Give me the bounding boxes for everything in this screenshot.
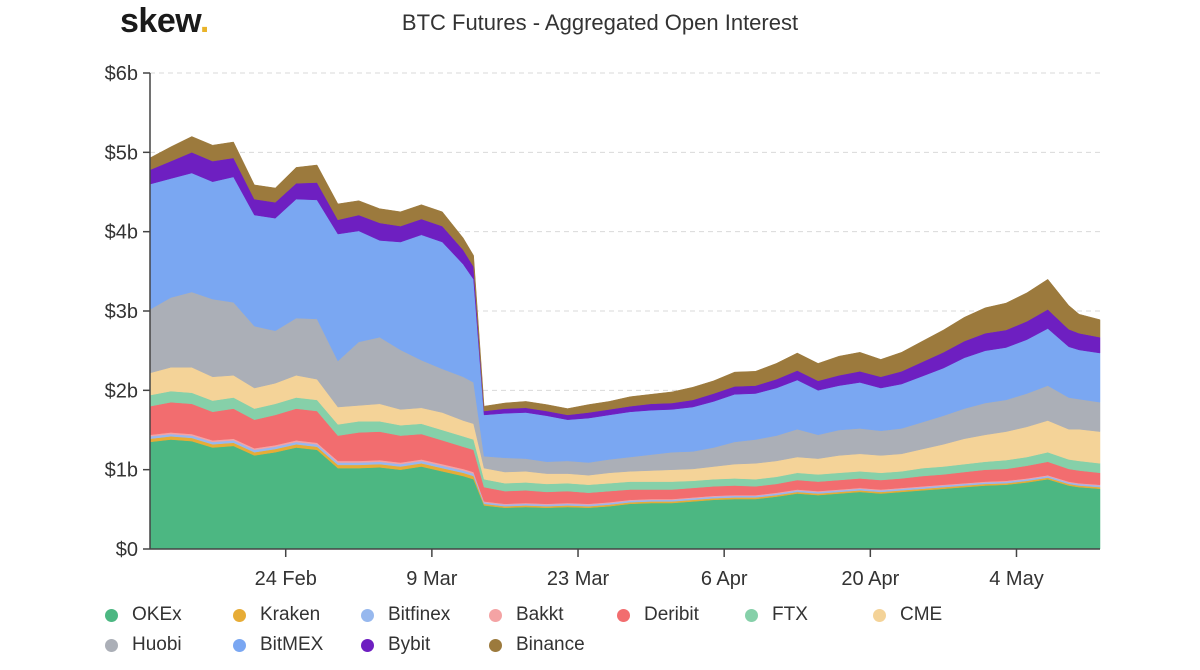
legend-label: CME (900, 604, 943, 625)
legend-label: Huobi (132, 634, 182, 655)
legend-dot-okex (105, 608, 118, 622)
y-tick-label-5: $5b (105, 142, 138, 164)
legend-dot-deribit (617, 608, 630, 622)
chart-title: BTC Futures - Aggregated Open Interest (0, 10, 1200, 36)
legend-dot-kraken (233, 608, 246, 622)
y-tick-label-4: $4b (105, 222, 138, 244)
legend-label: Deribit (644, 604, 699, 625)
x-tick-label-1: 9 Mar (406, 568, 457, 590)
open-interest-chart: $0 $1b $2b $3b $4b $5b $6b 24 Feb 9 Mar 23 Mar 6 … (105, 63, 1101, 590)
legend-item-cme[interactable]: CME (873, 604, 1001, 626)
x-tick-label-3: 6 Apr (701, 568, 748, 590)
x-tick-label-0: 24 Feb (255, 568, 317, 590)
x-tick-label-4: 20 Apr (841, 568, 899, 590)
legend-item-bybit[interactable]: Bybit (361, 634, 489, 656)
y-tick-label-2: $2b (105, 380, 138, 402)
y-tick-label-1: $1b (105, 460, 138, 482)
legend-item-kraken[interactable]: Kraken (233, 604, 361, 626)
legend-label: BitMEX (260, 634, 324, 655)
legend-dot-bitfinex (361, 608, 374, 622)
legend-label: OKEx (132, 604, 182, 625)
legend-label: Bakkt (516, 604, 564, 625)
x-tick-label-5: 4 May (989, 568, 1043, 590)
area-binance (149, 136, 1101, 416)
x-tick-label-2: 23 Mar (547, 568, 610, 590)
legend-item-bitmex[interactable]: BitMEX (233, 634, 361, 656)
legend-label: Bitfinex (388, 604, 451, 625)
logo-dot: . (199, 2, 209, 40)
legend-label: Binance (516, 634, 585, 655)
legend-label: Kraken (260, 604, 321, 625)
legend-label: Bybit (388, 634, 431, 655)
legend-dot-cme (873, 608, 886, 622)
legend-row-0: OKEx Kraken Bitfinex Bakkt Deribit FTX CME (105, 600, 1105, 630)
legend-item-bakkt[interactable]: Bakkt (489, 604, 617, 626)
area-series (149, 136, 1101, 550)
legend-item-okex[interactable]: OKEx (105, 604, 233, 626)
legend-row-1: Huobi BitMEX Bybit Binance (105, 630, 1105, 660)
x-axis-ticks: 24 Feb 9 Mar 23 Mar 6 Apr 20 Apr 4 May (255, 549, 1044, 590)
skew-logo: skew. (120, 2, 209, 41)
y-tick-label-0: $0 (116, 539, 138, 561)
y-tick-label-6: $6b (105, 63, 138, 85)
logo-text: skew (120, 2, 200, 40)
legend-dot-ftx (745, 608, 758, 622)
legend-item-binance[interactable]: Binance (489, 634, 617, 656)
legend-dot-bybit (361, 638, 374, 652)
legend-item-ftx[interactable]: FTX (745, 604, 873, 626)
chart-title-text: BTC Futures - Aggregated Open Interest (401, 10, 799, 35)
legend-item-bitfinex[interactable]: Bitfinex (361, 604, 489, 626)
legend-label: FTX (772, 604, 808, 625)
legend-dot-bakkt (489, 608, 502, 622)
legend-item-deribit[interactable]: Deribit (617, 604, 745, 626)
y-axis-ticks: $0 $1b $2b $3b $4b $5b $6b (105, 63, 150, 561)
legend-dot-huobi (105, 638, 118, 652)
legend-dot-bitmex (233, 638, 246, 652)
legend-dot-binance (489, 638, 502, 652)
y-tick-label-3: $3b (105, 301, 138, 323)
legend-item-huobi[interactable]: Huobi (105, 634, 233, 656)
chart-legend: OKEx Kraken Bitfinex Bakkt Deribit FTX CME Huob… (105, 600, 1105, 660)
